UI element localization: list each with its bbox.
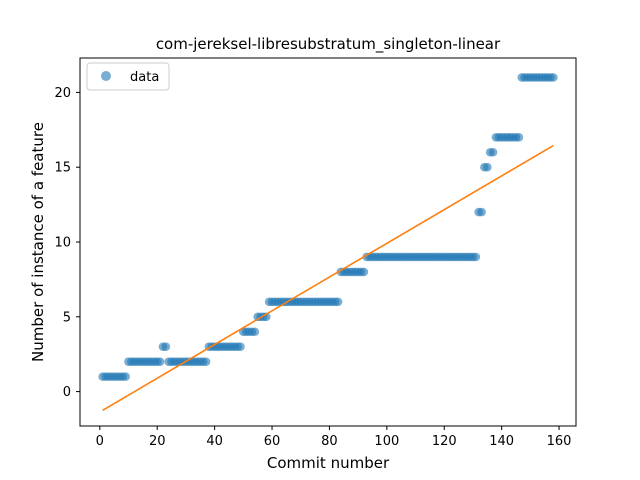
y-axis-label: Number of instance of a feature	[29, 122, 47, 362]
data-point	[250, 327, 260, 337]
legend-label-data: data	[130, 70, 159, 85]
x-tick-label: 120	[432, 434, 457, 449]
linear-fit-line	[102, 144, 554, 411]
x-tick-label: 40	[206, 434, 223, 449]
y-tick-label: 15	[54, 161, 71, 176]
x-tick-label: 100	[374, 434, 399, 449]
x-tick-label: 0	[96, 434, 104, 449]
y-tick-label: 20	[54, 86, 71, 101]
chart-title: com-jereksel-libresubstratum_singleton-l…	[156, 35, 501, 54]
data-point	[121, 372, 130, 381]
x-tick-label: 80	[321, 434, 338, 449]
data-point	[161, 342, 171, 352]
data-point	[483, 162, 492, 172]
y-tick-label: 10	[54, 236, 71, 251]
legend: data	[86, 62, 170, 91]
data-point	[488, 147, 498, 157]
data-point	[333, 297, 343, 307]
data-point	[471, 252, 481, 262]
x-tick-label: 160	[547, 434, 572, 449]
data-point	[477, 207, 486, 217]
x-tick-label: 60	[264, 434, 281, 449]
legend-marker-data	[101, 71, 111, 81]
data-point	[359, 267, 369, 277]
y-tick-label: 0	[63, 385, 71, 400]
x-axis: 0 20 40 60 80 100 120 140 160	[96, 426, 572, 449]
y-axis: 0 5 10 15 20	[54, 86, 80, 400]
data-point	[514, 132, 524, 142]
x-tick-label: 140	[489, 434, 514, 449]
x-tick-label: 20	[149, 434, 166, 449]
data-point	[549, 73, 558, 82]
data-point	[201, 357, 211, 366]
legend-frame	[86, 62, 170, 91]
plot-area	[98, 73, 558, 411]
y-tick-label: 5	[63, 310, 71, 325]
data-point	[236, 342, 245, 352]
x-axis-label: Commit number	[267, 454, 390, 472]
data-point	[155, 357, 165, 366]
